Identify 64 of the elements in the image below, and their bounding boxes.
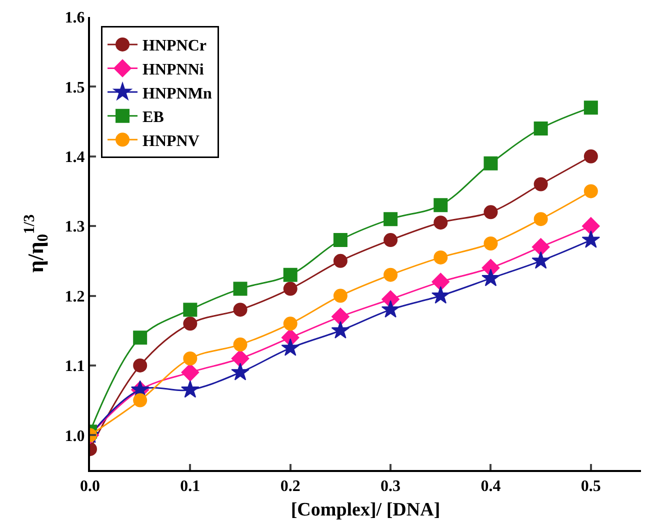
- point: [332, 308, 350, 326]
- point: [582, 230, 600, 248]
- point: [434, 250, 448, 264]
- point: [183, 302, 198, 317]
- point: [534, 177, 548, 192]
- legend-label: HNPNV: [142, 132, 200, 150]
- y-tick-label: 1.6: [64, 10, 85, 27]
- y-tick-label: 1.3: [64, 218, 85, 236]
- y-tick-label: 1.1: [64, 358, 85, 376]
- point: [231, 362, 250, 380]
- point: [582, 217, 600, 236]
- y-tick-label: 1.5: [64, 79, 85, 96]
- point: [534, 122, 548, 136]
- point: [183, 351, 198, 366]
- point: [133, 330, 148, 345]
- point: [484, 236, 498, 250]
- point: [532, 251, 550, 269]
- point: [233, 302, 248, 317]
- legend-label: HNPNCr: [142, 38, 207, 55]
- point: [181, 380, 200, 398]
- point: [482, 268, 500, 286]
- point: [384, 268, 398, 282]
- point: [431, 286, 450, 304]
- point: [133, 358, 148, 372]
- legend-label: HNPNMn: [142, 85, 212, 102]
- x-tick-label: 0.1: [180, 478, 200, 496]
- point: [584, 184, 598, 198]
- point: [333, 254, 348, 268]
- point: [534, 212, 548, 226]
- point: [333, 233, 348, 248]
- point: [584, 100, 598, 115]
- point: [484, 156, 498, 170]
- point: [484, 205, 498, 220]
- y-tick-label: 1.0: [64, 428, 85, 445]
- point: [381, 300, 400, 318]
- point: [183, 316, 198, 331]
- point: [434, 198, 448, 212]
- point: [281, 338, 300, 356]
- point: [283, 282, 298, 296]
- point: [432, 272, 450, 291]
- point: [331, 321, 350, 338]
- x-axis-title: [Complex]/ [DNA]: [290, 500, 440, 520]
- y-tick-label: 1.4: [64, 148, 85, 166]
- x-tick-label: 0.0: [80, 478, 100, 496]
- point: [384, 212, 398, 226]
- point: [233, 338, 248, 352]
- point: [133, 393, 148, 408]
- point: [283, 316, 298, 331]
- point: [181, 363, 200, 382]
- legend-label: EB: [142, 109, 164, 126]
- point: [233, 282, 248, 296]
- point: [434, 216, 448, 230]
- point: [231, 350, 250, 368]
- y-tick-label: 1.2: [64, 288, 85, 306]
- point: [584, 149, 598, 164]
- x-tick-label: 0.2: [280, 478, 300, 496]
- point: [532, 238, 550, 256]
- legend-label: HNPNNi: [142, 62, 204, 78]
- point: [384, 233, 398, 248]
- point: [333, 288, 348, 303]
- x-tick-label: 0.5: [580, 478, 601, 496]
- point: [283, 268, 298, 282]
- x-tick-label: 0.3: [380, 478, 401, 496]
- x-tick-label: 0.4: [480, 478, 501, 496]
